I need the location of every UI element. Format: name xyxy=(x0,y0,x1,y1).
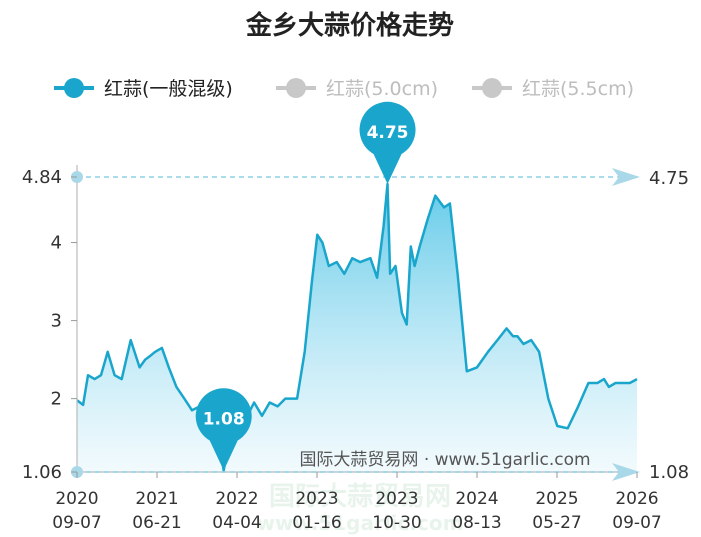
legend-item-series-2[interactable]: 红蒜(5.0cm) xyxy=(276,78,438,100)
x-tick-date: 09-07 xyxy=(52,513,101,533)
x-tick-date: 04-04 xyxy=(212,513,261,533)
min-callout: 1.08 xyxy=(195,388,252,471)
x-tick-date: 08-13 xyxy=(452,513,501,533)
site-watermark: 国际大蒜贸易网 · www.51garlic.com xyxy=(299,450,590,470)
y-axis-ticks: 4.84 4 3 2 1.06 xyxy=(22,167,77,483)
y-tick-label-min: 1.06 xyxy=(22,462,62,483)
x-tick-year: 2023 xyxy=(375,489,418,509)
y-tick-label-max: 4.84 xyxy=(22,167,62,188)
x-tick-year: 2026 xyxy=(615,489,658,509)
background-watermark: 国际大蒜贸易网 www.51garlic.com xyxy=(257,482,464,535)
x-tick-year: 2022 xyxy=(215,489,258,509)
legend-item-series-1[interactable]: 红蒜(一般混级) xyxy=(54,78,233,100)
x-tick-year: 2025 xyxy=(535,489,578,509)
price-line xyxy=(76,182,638,472)
legend-marker-series-1 xyxy=(64,78,84,98)
max-callout: 4.75 xyxy=(359,101,416,185)
legend-item-series-3[interactable]: 红蒜(5.5cm) xyxy=(472,78,634,100)
right-label-bottom: 1.08 xyxy=(649,462,689,483)
chart-title: 金乡大蒜价格走势 xyxy=(245,10,454,41)
x-axis-ticks: 2020 09-07 2021 06-21 2022 04-04 2023 01-16 2023… xyxy=(52,472,662,533)
max-pin xyxy=(359,101,416,185)
min-guide-arrow xyxy=(612,463,640,481)
x-tick-year: 2023 xyxy=(295,489,338,509)
right-label-top: 4.75 xyxy=(649,168,689,189)
legend-label-series-2: 红蒜(5.0cm) xyxy=(326,78,438,100)
legend-label-series-1: 红蒜(一般混级) xyxy=(104,78,233,100)
y-tick-label: 3 xyxy=(51,311,62,332)
x-tick-year: 2024 xyxy=(455,489,498,509)
ghost-watermark-en: www.51garlic.com xyxy=(257,511,464,535)
x-tick-date: 10-30 xyxy=(372,513,421,533)
max-guide-arrow xyxy=(612,168,640,186)
x-tick-year: 2020 xyxy=(55,489,98,509)
max-callout-label: 4.75 xyxy=(367,123,409,143)
ghost-watermark-cn: 国际大蒜贸易网 xyxy=(269,482,451,512)
legend-marker-series-3 xyxy=(482,78,502,98)
legend-marker-series-2 xyxy=(286,78,306,98)
x-tick-date: 05-27 xyxy=(532,513,581,533)
min-callout-label: 1.08 xyxy=(203,409,245,429)
x-tick-year: 2021 xyxy=(135,489,178,509)
min-pin xyxy=(195,388,252,471)
price-area xyxy=(77,184,637,472)
legend-label-series-3: 红蒜(5.5cm) xyxy=(522,78,634,100)
legend: 红蒜(一般混级) 红蒜(5.0cm) 红蒜(5.5cm) xyxy=(54,78,634,100)
y-tick-label: 4 xyxy=(51,233,62,254)
x-tick-date: 09-07 xyxy=(612,513,661,533)
y-tick-label: 2 xyxy=(51,389,62,410)
x-tick-date: 01-16 xyxy=(292,513,341,533)
x-tick-date: 06-21 xyxy=(132,513,181,533)
